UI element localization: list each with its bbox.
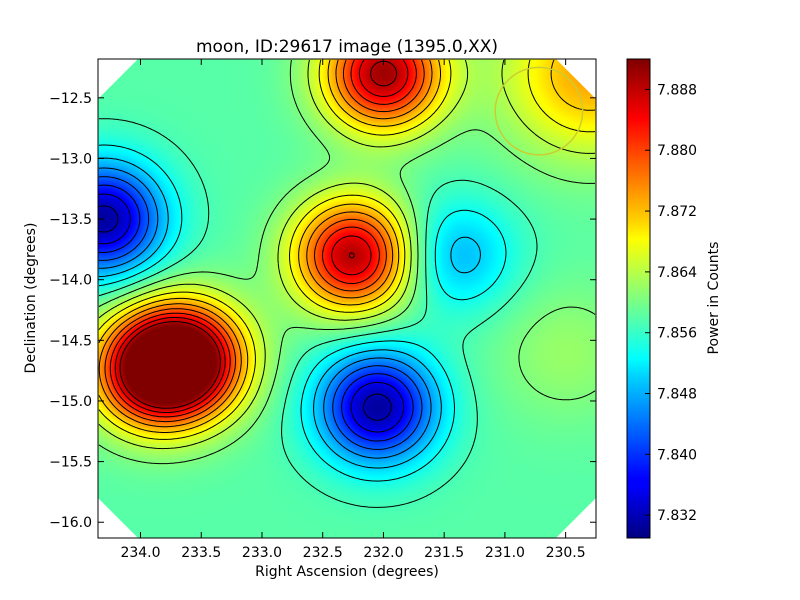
- contour-line: [104, 59, 425, 423]
- x-tick-label: 231.0: [485, 545, 525, 561]
- x-tick-label: 232.0: [363, 545, 403, 561]
- contour-line: [98, 205, 392, 421]
- contour-line: [114, 59, 409, 413]
- y-tick-label: −13.5: [49, 212, 92, 228]
- plot-area: [97, 58, 597, 539]
- colorbar-tick-label: 7.880: [657, 143, 697, 159]
- colorbar-tick-label: 7.888: [657, 82, 697, 98]
- colorbar-tick-label: 7.864: [657, 265, 697, 281]
- contour-line: [119, 60, 398, 409]
- contour-line: [98, 59, 596, 433]
- y-axis-label: Declination (degrees): [23, 223, 39, 374]
- colorbar-label: Power in Counts: [706, 242, 722, 355]
- contour-line: [98, 59, 433, 428]
- y-tick-label: −16.0: [49, 515, 92, 531]
- x-tick-label: 232.5: [303, 545, 343, 561]
- x-axis-label: Right Ascension (degrees): [255, 564, 439, 580]
- x-tick-label: 233.5: [181, 545, 221, 561]
- x-tick-label: 233.0: [242, 545, 282, 561]
- contour-line: [98, 176, 423, 450]
- y-tick-label: −15.5: [49, 455, 92, 471]
- contour-line: [98, 59, 596, 440]
- colorbar-tick-label: 7.856: [657, 326, 697, 342]
- y-tick-label: −14.5: [49, 333, 92, 349]
- y-tick-label: −14.0: [49, 273, 92, 289]
- contour-lines: [98, 59, 596, 508]
- y-tick-label: −13.0: [49, 151, 92, 167]
- colorbar-tick-label: 7.832: [657, 508, 697, 524]
- y-axis: −12.5 −13.0 −13.5 −14.0 −14.5 −15.0 −15.5 −16.0: [49, 91, 596, 531]
- colorbar-tick-label: 7.872: [657, 204, 697, 220]
- plot-frame: [97, 58, 597, 539]
- contour-line: [98, 144, 507, 482]
- circle-marker: [494, 66, 584, 156]
- contour-line: [98, 193, 405, 433]
- contour-line: [98, 167, 432, 459]
- y-tick-label: −15.0: [49, 394, 92, 410]
- colorbar-tick-label: 7.848: [657, 387, 697, 403]
- contour-line: [98, 59, 596, 465]
- x-tick-label: 231.5: [424, 545, 464, 561]
- x-tick-label: 234.0: [120, 545, 160, 561]
- colorbar: 7.832 7.840 7.848 7.856 7.864 7.872 7.880 7.888…: [626, 58, 722, 539]
- contour-line: [98, 118, 538, 508]
- colorbar-tick-label: 7.840: [657, 447, 697, 463]
- chart-title: moon, ID:29617 image (1395.0,XX): [196, 37, 498, 57]
- contour-line: [98, 184, 414, 442]
- contour-line: [109, 59, 417, 418]
- y-tick-label: −12.5: [49, 91, 92, 107]
- contour-line: [98, 59, 596, 450]
- colorbar-bar: [626, 58, 651, 539]
- x-axis: 234.0 233.5 233.0 232.5 232.0 231.5 231.0 230.5: [120, 59, 586, 561]
- x-tick-label: 230.5: [546, 545, 586, 561]
